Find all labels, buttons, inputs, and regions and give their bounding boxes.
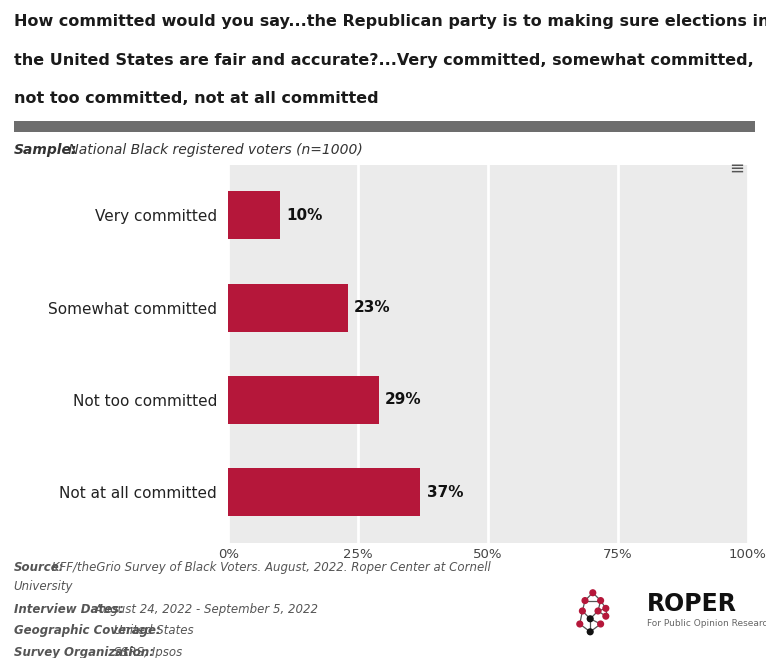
Text: KFF/theGrio Survey of Black Voters. August, 2022. Roper Center at Cornell: KFF/theGrio Survey of Black Voters. Augu… [47,561,490,574]
Circle shape [580,608,585,614]
Circle shape [590,590,596,595]
Text: August 24, 2022 - September 5, 2022: August 24, 2022 - September 5, 2022 [91,603,318,616]
Text: SSRS; Ipsos: SSRS; Ipsos [110,645,182,658]
Circle shape [597,597,604,603]
Text: University: University [14,580,74,593]
Text: National Black registered voters (n=1000): National Black registered voters (n=1000… [64,143,362,157]
Text: Interview Dates:: Interview Dates: [14,603,123,616]
Bar [228,468,421,516]
Circle shape [582,597,588,603]
Bar [228,376,379,424]
Text: 29%: 29% [385,392,422,407]
Text: For Public Opinion Research: For Public Opinion Research [647,619,766,628]
Text: ≡: ≡ [729,160,745,178]
Text: the United States are fair and accurate?...Very committed, somewhat committed,: the United States are fair and accurate?… [14,53,754,68]
Text: 23%: 23% [354,300,391,315]
Circle shape [588,616,593,622]
Circle shape [588,629,593,635]
Text: 10%: 10% [286,208,322,223]
Circle shape [577,621,583,627]
Text: Sample:: Sample: [14,143,77,157]
Circle shape [603,613,609,619]
Text: Source:: Source: [14,561,64,574]
Text: ROPER: ROPER [647,592,737,616]
Text: United States: United States [110,624,194,638]
Bar [228,284,348,332]
Bar [228,191,280,240]
Circle shape [603,605,609,611]
Circle shape [595,608,601,614]
Text: How committed would you say...the Republican party is to making sure elections i: How committed would you say...the Republ… [14,14,766,30]
Text: not too committed, not at all committed: not too committed, not at all committed [14,91,378,106]
Text: Survey Organization:: Survey Organization: [14,645,154,658]
Text: Geographic Coverage:: Geographic Coverage: [14,624,161,638]
Circle shape [597,621,604,627]
Text: 37%: 37% [427,484,463,499]
